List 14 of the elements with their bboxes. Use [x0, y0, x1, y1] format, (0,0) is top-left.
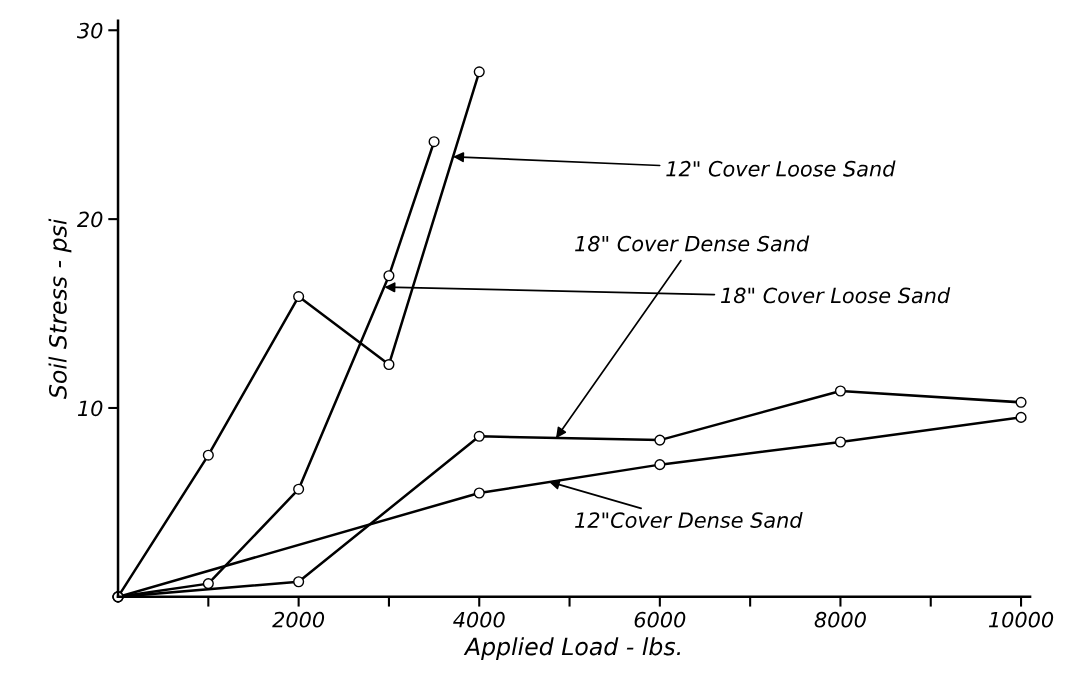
x-axis-title: Applied Load - lbs.: [463, 637, 681, 660]
y-tick-label: 30: [76, 22, 103, 39]
annotation: 12"Cover Dense Sand: [575, 511, 803, 528]
y-axis-title: Soil Stress - psi: [48, 218, 72, 399]
x-tick-label: 4000: [453, 611, 505, 628]
annotation: 18" Cover Dense Sand: [575, 235, 810, 252]
annotation: 18" Cover Loose Sand: [721, 287, 951, 304]
annotation: 12" Cover Loose Sand: [666, 160, 896, 177]
y-tick-label: 20: [77, 211, 103, 228]
x-tick-label: 8000: [814, 611, 866, 628]
x-tick-label: 10000: [988, 611, 1054, 628]
y-tick-label: 10: [77, 400, 103, 417]
x-tick-label: 2000: [272, 611, 325, 628]
x-tick-label: 6000: [634, 611, 686, 628]
